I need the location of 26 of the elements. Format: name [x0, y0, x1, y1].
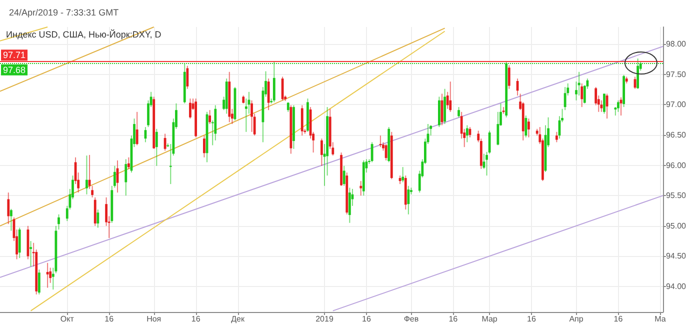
x-tick-label: Окт [60, 314, 74, 324]
x-tick-label: 16 [448, 314, 458, 324]
x-tick-label: Апр [569, 314, 584, 324]
x-tick-label: Дек [231, 314, 245, 324]
y-tick-label: 96.00 [666, 160, 687, 170]
y-tick-label: 98.00 [666, 39, 687, 48]
x-tick-label: 16 [527, 314, 536, 324]
ref-line-label: 97.68 [3, 64, 26, 75]
x-tick-label: 16 [362, 314, 372, 324]
x-tick-label: 16 [614, 314, 624, 324]
x-tick-label: Фев [404, 314, 419, 324]
x-tick-label: Ма [654, 314, 666, 324]
y-tick-label: 95.50 [666, 191, 687, 200]
y-tick-label: 95.00 [666, 221, 687, 230]
x-tick-label: Мар [482, 314, 498, 324]
x-tick-label: 16 [104, 314, 114, 324]
text: 24/Apr/2019 - 7:33:31 GMT [9, 8, 120, 18]
y-tick-label: 94.50 [666, 252, 687, 261]
x-tick-label: Ноя [146, 314, 162, 324]
y-tick-label: 94.00 [666, 282, 687, 292]
x-tick-label: 2019 [316, 314, 334, 324]
x-tick-label: 16 [191, 314, 201, 324]
ref-line-label: 97.71 [3, 50, 26, 60]
y-tick-label: 96.50 [666, 130, 687, 140]
y-tick-label: 97.00 [666, 100, 687, 110]
y-tick-label: 97.50 [666, 70, 687, 79]
